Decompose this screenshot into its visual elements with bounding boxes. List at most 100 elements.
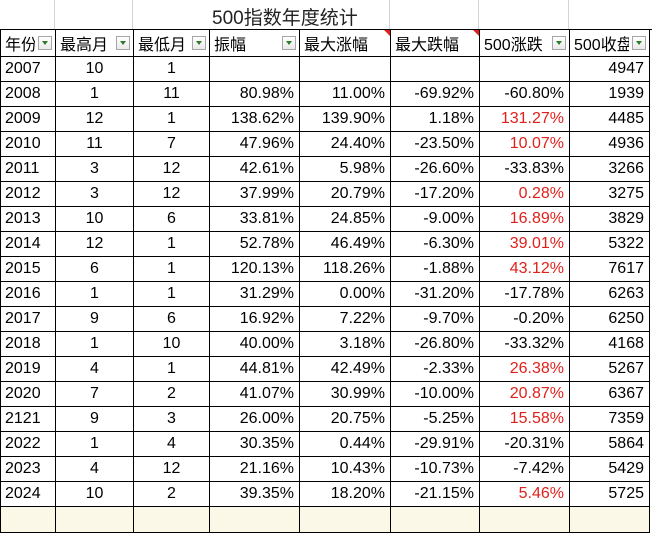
amplitude-cell[interactable]: 80.98% (209, 81, 300, 107)
year-cell[interactable]: 2008 (0, 81, 56, 107)
change-cell[interactable]: 10.07% (479, 131, 570, 157)
max-drop-cell[interactable]: -10.73% (390, 456, 480, 482)
low-month-cell[interactable]: 12 (133, 156, 210, 182)
empty-cell[interactable] (0, 506, 56, 533)
year-cell[interactable]: 2011 (0, 156, 56, 182)
high-month-cell[interactable]: 1 (55, 281, 134, 307)
max-rise-cell[interactable]: 0.44% (299, 431, 391, 457)
max-drop-cell[interactable]: -26.80% (390, 331, 480, 357)
amplitude-cell[interactable]: 52.78% (209, 231, 300, 257)
max-rise-cell[interactable]: 18.20% (299, 481, 391, 507)
close-cell[interactable]: 5322 (569, 231, 650, 257)
amplitude-cell[interactable]: 31.29% (209, 281, 300, 307)
max-rise-cell[interactable]: 0.00% (299, 281, 391, 307)
amplitude-cell[interactable]: 30.35% (209, 431, 300, 457)
change-cell[interactable]: 20.87% (479, 381, 570, 407)
low-month-cell[interactable]: 12 (133, 181, 210, 207)
column-header-year[interactable]: 年份 (0, 29, 56, 57)
max-drop-cell[interactable]: -17.20% (390, 181, 480, 207)
year-cell[interactable]: 2024 (0, 481, 56, 507)
comment-indicator-icon[interactable] (384, 30, 390, 36)
close-cell[interactable]: 1939 (569, 81, 650, 107)
max-rise-cell[interactable]: 10.43% (299, 456, 391, 482)
close-cell[interactable]: 5267 (569, 356, 650, 382)
empty-cell[interactable] (299, 506, 391, 533)
max-rise-cell[interactable]: 7.22% (299, 306, 391, 332)
high-month-cell[interactable]: 9 (55, 406, 134, 432)
max-drop-cell[interactable]: -5.25% (390, 406, 480, 432)
close-cell[interactable]: 5429 (569, 456, 650, 482)
year-cell[interactable]: 2007 (0, 56, 56, 82)
max-drop-cell[interactable]: -1.88% (390, 256, 480, 282)
year-cell[interactable]: 2018 (0, 331, 56, 357)
year-cell[interactable]: 2017 (0, 306, 56, 332)
year-cell[interactable]: 2012 (0, 181, 56, 207)
year-cell[interactable]: 2013 (0, 206, 56, 232)
max-rise-cell[interactable]: 20.75% (299, 406, 391, 432)
close-cell[interactable]: 5725 (569, 481, 650, 507)
low-month-cell[interactable]: 2 (133, 481, 210, 507)
max-drop-cell[interactable] (390, 56, 480, 82)
amplitude-cell[interactable]: 42.61% (209, 156, 300, 182)
high-month-cell[interactable]: 1 (55, 81, 134, 107)
low-month-cell[interactable]: 1 (133, 281, 210, 307)
low-month-cell[interactable]: 4 (133, 431, 210, 457)
high-month-cell[interactable]: 12 (55, 106, 134, 132)
change-cell[interactable]: -60.80% (479, 81, 570, 107)
max-drop-cell[interactable]: -9.70% (390, 306, 480, 332)
close-cell[interactable]: 5864 (569, 431, 650, 457)
comment-indicator-icon[interactable] (473, 30, 479, 36)
high-month-cell[interactable]: 9 (55, 306, 134, 332)
max-drop-cell[interactable]: -9.00% (390, 206, 480, 232)
amplitude-cell[interactable]: 120.13% (209, 256, 300, 282)
max-rise-cell[interactable]: 30.99% (299, 381, 391, 407)
high-month-cell[interactable]: 4 (55, 456, 134, 482)
column-header-low-month[interactable]: 最低月 (133, 29, 210, 57)
high-month-cell[interactable]: 6 (55, 256, 134, 282)
max-rise-cell[interactable]: 139.90% (299, 106, 391, 132)
low-month-cell[interactable]: 1 (133, 106, 210, 132)
close-cell[interactable]: 3275 (569, 181, 650, 207)
change-cell[interactable]: 26.38% (479, 356, 570, 382)
max-rise-cell[interactable]: 20.79% (299, 181, 391, 207)
low-month-cell[interactable]: 1 (133, 231, 210, 257)
amplitude-cell[interactable]: 41.07% (209, 381, 300, 407)
amplitude-cell[interactable]: 26.00% (209, 406, 300, 432)
low-month-cell[interactable]: 1 (133, 356, 210, 382)
max-drop-cell[interactable]: -2.33% (390, 356, 480, 382)
change-cell[interactable]: -33.32% (479, 331, 570, 357)
close-cell[interactable]: 6250 (569, 306, 650, 332)
empty-cell[interactable] (133, 506, 210, 533)
change-cell[interactable]: 131.27% (479, 106, 570, 132)
empty-cell[interactable] (569, 506, 650, 533)
change-cell[interactable] (479, 56, 570, 82)
close-cell[interactable]: 4936 (569, 131, 650, 157)
max-drop-cell[interactable]: -23.50% (390, 131, 480, 157)
change-cell[interactable]: 16.89% (479, 206, 570, 232)
year-cell[interactable]: 2009 (0, 106, 56, 132)
change-cell[interactable]: -0.20% (479, 306, 570, 332)
year-cell[interactable]: 2016 (0, 281, 56, 307)
max-drop-cell[interactable]: -31.20% (390, 281, 480, 307)
high-month-cell[interactable]: 7 (55, 381, 134, 407)
max-drop-cell[interactable]: 1.18% (390, 106, 480, 132)
close-cell[interactable]: 3829 (569, 206, 650, 232)
high-month-cell[interactable]: 10 (55, 56, 134, 82)
low-month-cell[interactable]: 1 (133, 56, 210, 82)
amplitude-cell[interactable]: 16.92% (209, 306, 300, 332)
amplitude-cell[interactable]: 33.81% (209, 206, 300, 232)
filter-dropdown-icon[interactable] (192, 36, 206, 50)
column-header-max-rise[interactable]: 最大涨幅 (299, 29, 391, 57)
amplitude-cell[interactable]: 39.35% (209, 481, 300, 507)
high-month-cell[interactable]: 12 (55, 231, 134, 257)
max-drop-cell[interactable]: -69.92% (390, 81, 480, 107)
low-month-cell[interactable]: 11 (133, 81, 210, 107)
low-month-cell[interactable]: 3 (133, 406, 210, 432)
column-header-amplitude[interactable]: 振幅 (209, 29, 300, 57)
year-cell[interactable]: 2020 (0, 381, 56, 407)
column-header-change[interactable]: 500涨跌 (479, 29, 570, 57)
year-cell[interactable]: 2010 (0, 131, 56, 157)
year-cell[interactable]: 2014 (0, 231, 56, 257)
max-rise-cell[interactable] (299, 56, 391, 82)
close-cell[interactable]: 6367 (569, 381, 650, 407)
